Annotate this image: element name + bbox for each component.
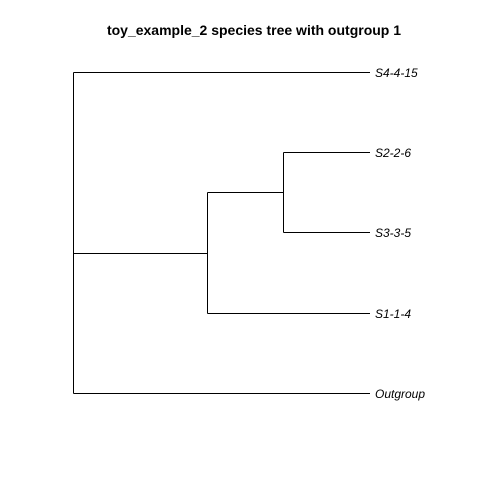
tip-label-outgroup: Outgroup	[375, 387, 425, 401]
tip-labels: S4-4-15 S2-2-6 S3-3-5 S1-1-4 Outgroup	[375, 66, 425, 401]
tip-label-s3-3-5: S3-3-5	[375, 226, 411, 240]
tip-label-s2-2-6: S2-2-6	[375, 146, 411, 160]
tip-label-s1-1-4: S1-1-4	[375, 307, 411, 321]
tip-label-s4-4-15: S4-4-15	[375, 66, 418, 80]
tree-title: toy_example_2 species tree with outgroup…	[107, 22, 401, 38]
tree-branches	[73, 72, 370, 394]
